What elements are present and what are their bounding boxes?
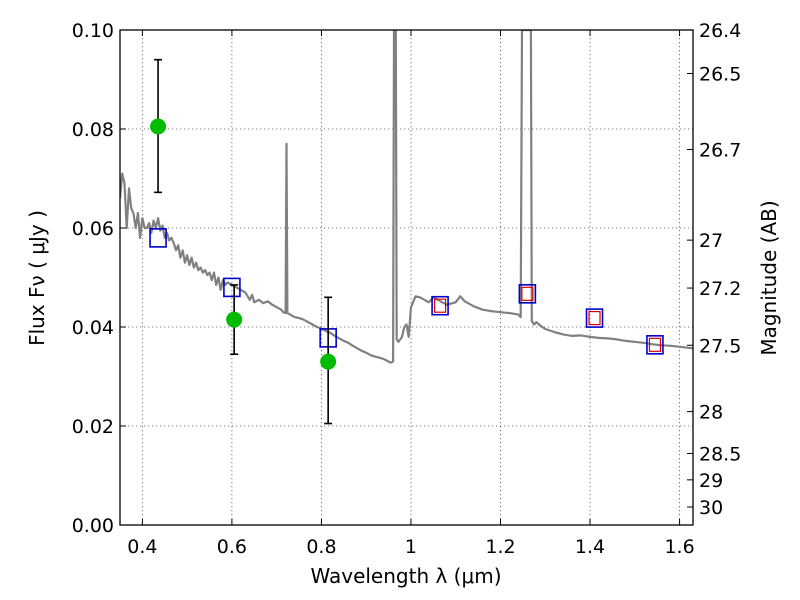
spectrum-line [120, 30, 693, 364]
plot-frame [119, 29, 694, 526]
y2-tick-label: 26.7 [699, 139, 741, 161]
y2-axis-label: Magnitude (AB) [757, 200, 781, 355]
y2-tick-label: 26.4 [699, 20, 741, 42]
model-point [585, 308, 604, 328]
y2-tick-label: 26.5 [699, 64, 741, 86]
model-point-inner [521, 286, 534, 301]
model-point [149, 228, 167, 248]
model-point [646, 335, 664, 355]
x-tick-label: 1.6 [664, 536, 694, 558]
y2-tick-label: 29 [699, 470, 723, 492]
x-tick-label: 1 [405, 536, 417, 558]
y-tick-label: 0.04 [72, 317, 114, 339]
observed-point [320, 353, 337, 370]
model-point-inner [433, 298, 447, 313]
grid [120, 29, 693, 526]
y2-tick-label: 27 [699, 230, 723, 252]
x-tick-label: 0.8 [306, 536, 336, 558]
y-tick-label: 0.06 [72, 218, 114, 240]
model-point [431, 295, 449, 316]
series-layer [120, 30, 693, 425]
x-tick-label: 1.4 [575, 536, 605, 558]
x-axis-label: Wavelength λ (μm) [310, 564, 501, 588]
y-axis-label: Flux Fν ( μJy ) [25, 210, 49, 346]
y2-tick-label: 28 [699, 402, 723, 424]
y2-tick-label: 27.2 [699, 278, 741, 300]
y-tick-label: 0.10 [72, 20, 114, 42]
x-tick-label: 0.6 [217, 536, 247, 558]
model-point [223, 277, 241, 298]
y-tick-label: 0.08 [72, 119, 114, 141]
model-point-inner [588, 310, 601, 326]
y2-tick-label: 30 [699, 497, 723, 519]
observed-point [150, 118, 167, 135]
x-tick-label: 1.2 [485, 536, 515, 558]
y-tick-label: 0.00 [72, 515, 114, 537]
plot-background [120, 30, 693, 525]
model-point [518, 284, 537, 304]
observed-point [226, 311, 243, 328]
y2-tick-label: 28.5 [699, 443, 741, 465]
ticks: 0.4 0.6 0.8 1 1.2 1.4 1.6 0.00 0.02 0.04 0.06 0.08 0… [72, 20, 742, 558]
model-point-inner [648, 337, 662, 352]
x-tick-label: 0.4 [127, 536, 157, 558]
y2-tick-label: 27.5 [699, 335, 741, 357]
y-tick-label: 0.02 [72, 416, 114, 438]
